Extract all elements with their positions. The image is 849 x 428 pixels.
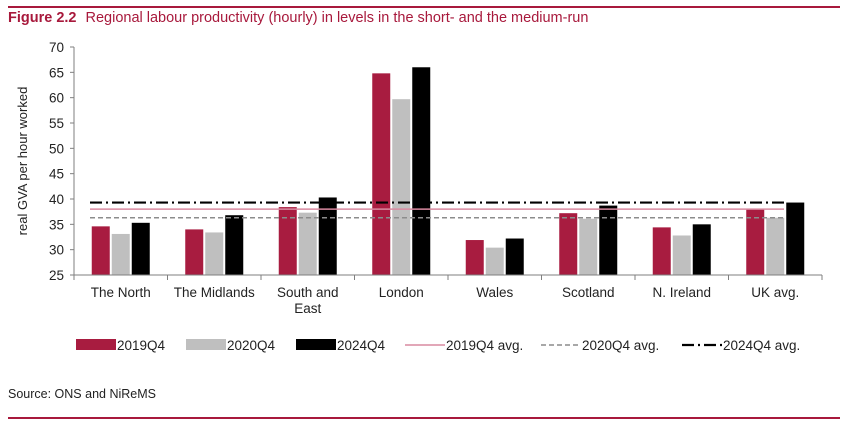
bar-2020Q4-6 (672, 235, 691, 275)
bottom-rule (8, 417, 840, 419)
bar-2024Q4-2 (318, 197, 337, 275)
bar-2019Q4-2 (278, 207, 297, 275)
y-tick-label: 60 (49, 91, 64, 106)
top-rule (8, 6, 840, 8)
figure-header: Figure 2.2 Regional labour productivity (… (8, 10, 588, 26)
y-tick-label: 45 (49, 167, 64, 182)
bar-2020Q4-2 (298, 212, 317, 275)
bar-2024Q4-4 (505, 238, 524, 275)
x-tick-label: East (294, 301, 321, 316)
bar-2019Q4-6 (652, 227, 671, 275)
bar-2020Q4-7 (766, 217, 785, 275)
bar-2024Q4-3 (412, 67, 431, 276)
bar-2024Q4-6 (692, 224, 711, 275)
y-tick-label: 35 (49, 217, 64, 232)
bar-2019Q4-5 (559, 213, 578, 275)
y-axis-title: real GVA per hour worked (15, 87, 30, 236)
x-tick-label: N. Ireland (652, 285, 711, 300)
y-tick-label: 50 (49, 141, 64, 156)
bar-2019Q4-3 (372, 73, 391, 275)
legend-swatch-2024Q4 (296, 339, 336, 350)
legend-label-avg-0: 2019Q4 avg. (446, 338, 523, 353)
legend-swatch-2019Q4 (76, 339, 116, 350)
bar-2019Q4-0 (91, 226, 110, 275)
bar-2019Q4-1 (185, 229, 204, 275)
y-tick-label: 40 (49, 192, 64, 207)
legend-label-2019Q4: 2019Q4 (117, 338, 166, 353)
legend-label-2020Q4: 2020Q4 (227, 338, 276, 353)
x-tick-label: The North (91, 285, 151, 300)
figure-title: Regional labour productivity (hourly) in… (85, 10, 589, 26)
bar-2020Q4-5 (579, 218, 598, 275)
bar-2019Q4-4 (465, 240, 484, 275)
legend-swatch-2020Q4 (186, 339, 226, 350)
y-tick-label: 55 (49, 116, 64, 131)
bar-2020Q4-3 (392, 99, 411, 275)
x-tick-label: Wales (476, 285, 513, 300)
y-tick-label: 70 (49, 40, 64, 55)
figure-label: Figure 2.2 (8, 10, 77, 26)
bar-2024Q4-0 (131, 222, 150, 275)
x-tick-label: The Midlands (174, 285, 255, 300)
legend-label-2024Q4: 2024Q4 (337, 338, 386, 353)
y-tick-label: 25 (49, 268, 64, 283)
x-tick-label: Scotland (562, 285, 615, 300)
legend-label-avg-1: 2020Q4 avg. (582, 338, 659, 353)
x-tick-label: South and (277, 285, 339, 300)
legend-label-avg-2: 2024Q4 avg. (723, 338, 800, 353)
bar-2020Q4-4 (485, 247, 504, 275)
bar-2019Q4-7 (746, 209, 765, 275)
bar-2024Q4-1 (225, 215, 244, 275)
bar-2020Q4-0 (111, 233, 130, 275)
source-note: Source: ONS and NiReMS (8, 387, 156, 401)
bar-2024Q4-7 (786, 202, 805, 275)
x-tick-label: UK avg. (751, 285, 799, 300)
bar-2024Q4-5 (599, 205, 618, 275)
y-tick-label: 30 (49, 243, 64, 258)
bar-2020Q4-1 (205, 232, 224, 275)
y-tick-label: 65 (49, 65, 64, 80)
x-tick-label: London (379, 285, 424, 300)
